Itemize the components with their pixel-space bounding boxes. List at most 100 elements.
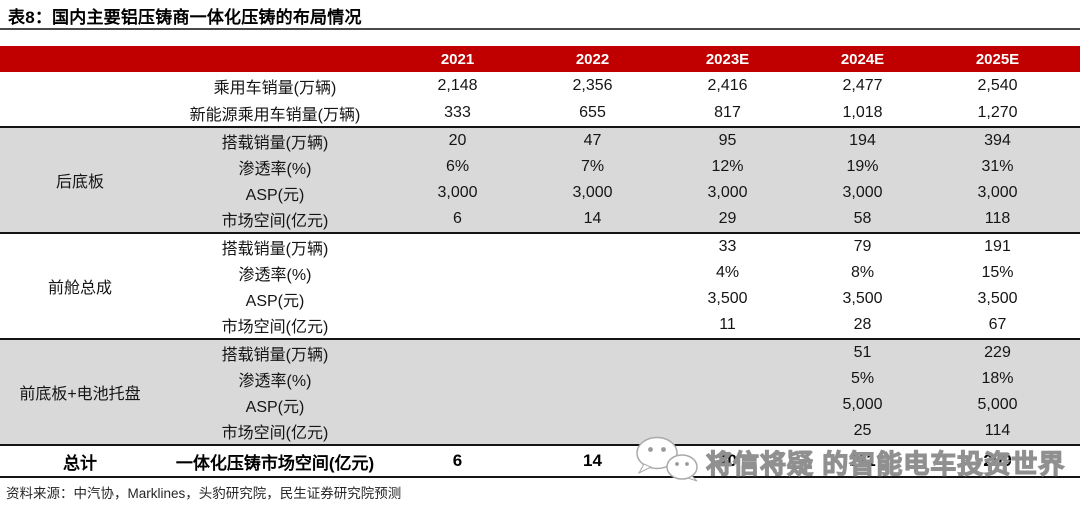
- value-cell: [660, 366, 795, 392]
- value-cell: [525, 260, 660, 286]
- group-name: 前舱总成: [47, 280, 112, 297]
- value-cell: 118: [984, 210, 1011, 227]
- value-cell: [525, 286, 660, 312]
- table-title: 表8：国内主要铝压铸商一体化压铸的布局情况: [8, 8, 362, 27]
- value-cell: 25: [853, 422, 872, 439]
- metric-label: 渗透率(%): [238, 373, 312, 390]
- value-cell: [525, 366, 660, 392]
- value-cell: 3,000: [707, 184, 748, 201]
- value-cell: [390, 418, 525, 444]
- value-cell: [660, 392, 795, 418]
- metric-label: ASP(元): [245, 399, 305, 416]
- group-name: 后底板: [55, 174, 104, 191]
- total-value-cell: 299: [983, 451, 1012, 470]
- value-cell: 5%: [850, 370, 875, 387]
- year-header-2024E: 2024E: [840, 50, 885, 68]
- value-cell: 394: [984, 132, 1011, 149]
- value-cell: 33: [718, 238, 737, 255]
- value-cell: [390, 234, 525, 260]
- value-cell: 6: [453, 210, 462, 227]
- year-header-2023E: 2023E: [705, 50, 750, 68]
- value-cell: 28: [853, 316, 872, 333]
- value-cell: 194: [849, 132, 876, 149]
- metric-label: 搭载销量(万辆): [221, 135, 329, 152]
- value-cell: [525, 234, 660, 260]
- source-note: 资料来源：中汽协，Marklines，头豹研究院，民生证券研究院预测: [6, 486, 402, 501]
- value-cell: 3,000: [977, 184, 1018, 201]
- value-cell: [525, 340, 660, 366]
- metric-label: 渗透率(%): [238, 161, 312, 178]
- value-cell: 2,148: [437, 76, 478, 94]
- year-header-2025E: 2025E: [975, 50, 1020, 68]
- value-cell: 3,500: [977, 290, 1018, 307]
- value-cell: 114: [984, 422, 1011, 439]
- value-cell: 18%: [981, 370, 1014, 387]
- year-header-2021: 2021: [440, 50, 475, 68]
- value-cell: 655: [579, 103, 606, 121]
- value-cell: 8%: [850, 264, 875, 281]
- value-cell: [525, 312, 660, 338]
- value-cell: [390, 260, 525, 286]
- value-cell: 3,500: [707, 290, 748, 307]
- total-label: 总计: [63, 453, 97, 473]
- value-cell: 6%: [445, 158, 470, 175]
- total-row: 总计 一体化压铸市场空间(亿元) 6 14 40 111 299: [0, 446, 1080, 478]
- value-cell: 1,270: [977, 103, 1018, 121]
- value-cell: 2,356: [572, 76, 613, 94]
- metric-label: 搭载销量(万辆): [221, 241, 329, 258]
- group-spacer: [0, 72, 160, 99]
- value-cell: [390, 340, 525, 366]
- value-cell: 31%: [981, 158, 1014, 175]
- group-name: 前底板+电池托盘: [19, 386, 141, 403]
- watermark-text: 将信将疑 的智能电车投资世界: [705, 448, 1066, 479]
- group-spacer: [0, 99, 160, 126]
- base-section: 乘用车销量(万辆) 2,148 2,356 2,416 2,477 2,540 新能源乘用车…: [0, 72, 1080, 128]
- total-value-cell: 111: [849, 451, 876, 470]
- wechat-icon: [636, 436, 698, 482]
- value-cell: 817: [714, 103, 741, 121]
- header-metric-spacer: [160, 46, 390, 72]
- value-cell: 3,000: [572, 184, 613, 201]
- header-group-spacer: [0, 46, 160, 72]
- title-divider: [0, 28, 1080, 30]
- section-前舱总成: 前舱总成 搭载销量(万辆) 33 79 191 渗透率(%) 4% 8% 15% ASP(元) 3,…: [0, 234, 1080, 340]
- metric-label: 市场空间(亿元): [221, 425, 329, 442]
- value-cell: [525, 392, 660, 418]
- value-cell: 51: [853, 344, 872, 361]
- metric-label: 搭载销量(万辆): [221, 347, 329, 364]
- metric-label: 市场空间(亿元): [221, 213, 329, 230]
- data-table: 2021 2022 2023E 2024E 2025E 乘用车销量(万辆) 2,148 2,…: [0, 46, 1080, 478]
- metric-label: 渗透率(%): [238, 267, 312, 284]
- value-cell: 7%: [580, 158, 605, 175]
- value-cell: 15%: [981, 264, 1014, 281]
- value-cell: 58: [853, 210, 872, 227]
- value-cell: 12%: [711, 158, 744, 175]
- value-cell: 67: [988, 316, 1007, 333]
- total-value-cell: 40: [718, 451, 737, 470]
- value-cell: [390, 392, 525, 418]
- value-cell: 2,540: [977, 76, 1018, 94]
- year-header-row: 2021 2022 2023E 2024E 2025E: [0, 46, 1080, 72]
- value-cell: 1,018: [842, 103, 883, 121]
- metric-label: ASP(元): [245, 293, 305, 310]
- metric-label: 新能源乘用车销量(万辆): [189, 106, 361, 124]
- value-cell: 14: [583, 210, 602, 227]
- section-后底板: 后底板 搭载销量(万辆) 20 47 95 194 394 渗透率(%) 6% 7% 12% 19% 3…: [0, 128, 1080, 234]
- section-前底板+电池托盘: 前底板+电池托盘 搭载销量(万辆) 51 229 渗透率(%) 5% 18% ASP(元) 5,…: [0, 340, 1080, 446]
- value-cell: [390, 286, 525, 312]
- value-cell: 5,000: [977, 396, 1018, 413]
- year-header-2022: 2022: [575, 50, 610, 68]
- value-cell: 11: [719, 316, 736, 333]
- value-cell: 3,000: [842, 184, 883, 201]
- value-cell: 2,416: [707, 76, 748, 94]
- value-cell: 47: [583, 132, 602, 149]
- value-cell: 95: [718, 132, 737, 149]
- value-cell: [390, 312, 525, 338]
- value-cell: 19%: [846, 158, 879, 175]
- total-value-cell: 14: [583, 451, 602, 470]
- total-value-cell: 6: [452, 451, 463, 470]
- value-cell: 2,477: [842, 76, 883, 94]
- total-metric-label: 一体化压铸市场空间(亿元): [175, 453, 375, 473]
- value-cell: 4%: [715, 264, 740, 281]
